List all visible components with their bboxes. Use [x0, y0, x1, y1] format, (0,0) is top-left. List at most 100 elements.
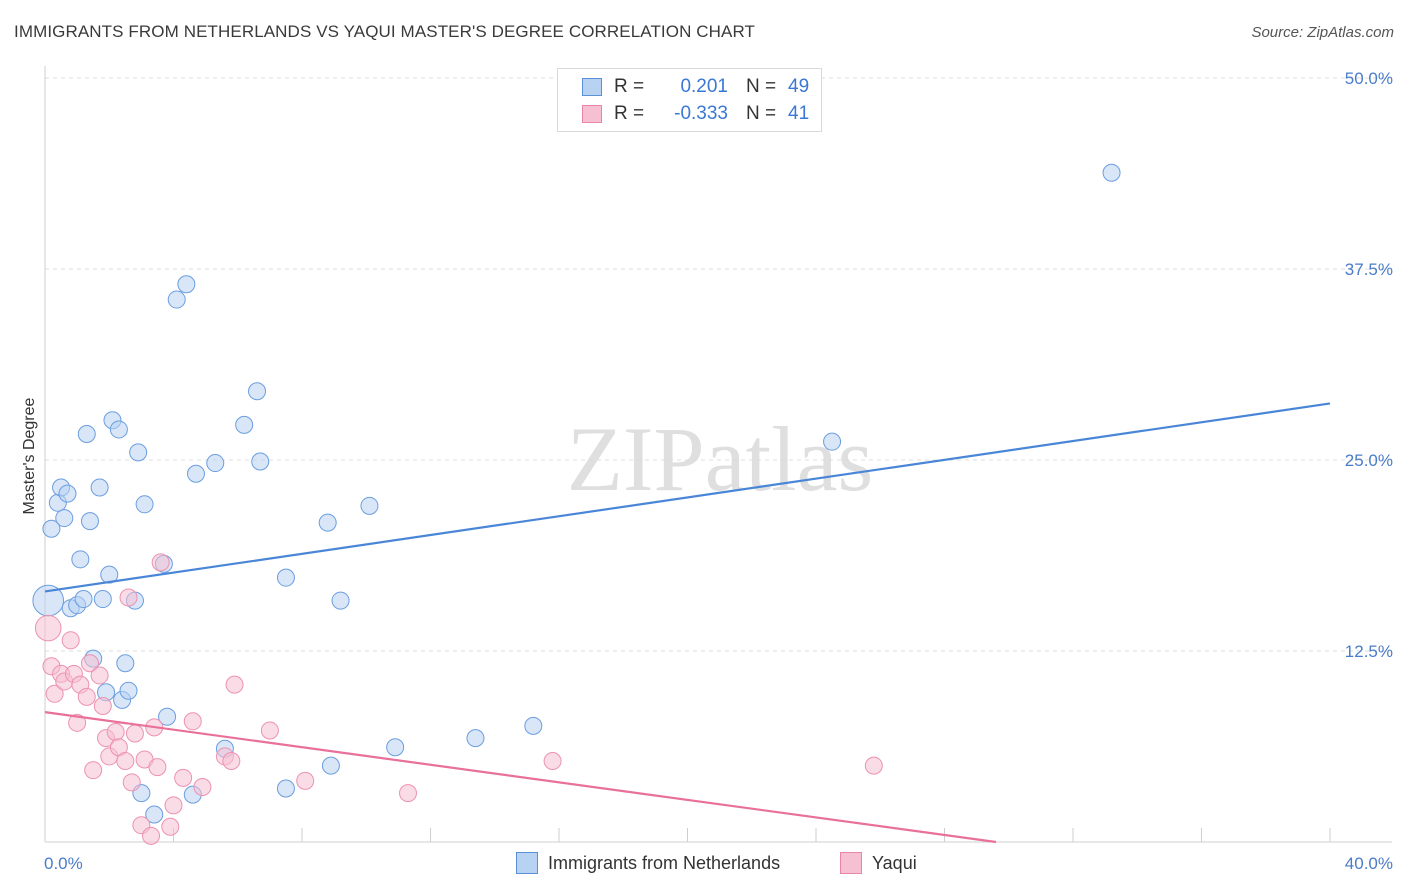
x-tick-label: 40.0% [1345, 854, 1393, 873]
point-netherlands [93, 590, 112, 609]
point-netherlands [80, 512, 99, 531]
point-yaqui [125, 724, 144, 743]
point-yaqui [543, 752, 562, 771]
point-yaqui [61, 631, 80, 650]
point-yaqui [34, 614, 62, 642]
point-netherlands [145, 805, 164, 824]
legend-r-label: R = [614, 103, 645, 124]
point-yaqui [80, 654, 99, 673]
watermark: ZIPatlas [567, 408, 874, 510]
point-netherlands [466, 729, 485, 748]
bottom-legend-pink: Yaqui [840, 852, 917, 874]
point-yaqui [399, 784, 418, 803]
point-netherlands [823, 432, 842, 451]
point-yaqui [142, 826, 161, 845]
x-tick-label: 0.0% [44, 854, 83, 873]
point-yaqui [864, 756, 883, 775]
series-immigrants-from-netherlands [32, 163, 1121, 824]
point-netherlands [1102, 163, 1121, 182]
y-tick-label: 25.0% [1345, 451, 1393, 470]
point-yaqui [116, 752, 135, 771]
point-yaqui [164, 796, 183, 815]
series-yaqui [34, 553, 883, 845]
point-netherlands [116, 654, 135, 673]
point-netherlands [58, 484, 77, 503]
legend-n-value: 41 [788, 103, 810, 124]
y-tick-label: 50.0% [1345, 69, 1393, 88]
point-yaqui [174, 768, 193, 787]
point-netherlands [276, 568, 295, 587]
bottom-legend-swatch-pink [840, 852, 862, 874]
legend-row-pink: R = -0.333 N = 41 [582, 101, 809, 127]
point-netherlands [55, 509, 74, 528]
point-netherlands [235, 415, 254, 434]
legend-row-blue: R = 0.201 N = 49 [582, 74, 809, 100]
point-yaqui [161, 817, 180, 836]
trend-lines [44, 402, 1331, 844]
point-netherlands [90, 478, 109, 497]
trend-line-yaqui [44, 711, 997, 844]
legend-n-label: N = [746, 76, 777, 97]
point-netherlands [360, 496, 379, 515]
y-tick-label: 12.5% [1345, 642, 1393, 661]
point-netherlands [158, 707, 177, 726]
point-yaqui [119, 588, 138, 607]
point-netherlands [186, 464, 205, 483]
legend-r-value: -0.333 [674, 103, 728, 124]
bottom-legend-label: Yaqui [872, 852, 917, 873]
point-netherlands [77, 425, 96, 444]
point-netherlands [42, 519, 61, 538]
axis-labels: 12.5% 25.0% 37.5% 50.0% 0.0% 40.0% Master's De… [21, 69, 1393, 873]
point-netherlands [276, 779, 295, 798]
point-yaqui [90, 666, 109, 685]
point-yaqui [106, 722, 125, 741]
legend-swatch-blue [582, 78, 602, 96]
y-tick-label: 37.5% [1345, 260, 1393, 279]
legend-n-label: N = [746, 103, 777, 124]
point-yaqui [151, 553, 170, 572]
y-axis-label: Master's Degree [21, 397, 38, 514]
bottom-legend-label: Immigrants from Netherlands [548, 852, 781, 873]
point-yaqui [222, 752, 241, 771]
source-label: Source: ZipAtlas.com [1251, 24, 1394, 41]
point-netherlands [177, 275, 196, 294]
point-netherlands [251, 452, 270, 471]
point-netherlands [524, 716, 543, 735]
point-netherlands [129, 443, 148, 462]
point-yaqui [193, 777, 212, 796]
point-yaqui [77, 687, 96, 706]
point-netherlands [119, 681, 138, 700]
point-netherlands [135, 495, 154, 514]
point-netherlands [248, 382, 267, 401]
gridlines [45, 77, 1392, 652]
point-netherlands [109, 420, 128, 439]
point-netherlands [321, 756, 340, 775]
legend-swatch-pink [582, 105, 602, 123]
legend-r-label: R = [614, 76, 645, 97]
point-yaqui [260, 721, 279, 740]
point-netherlands [71, 550, 90, 569]
point-yaqui [122, 773, 141, 792]
point-yaqui [68, 713, 87, 732]
point-netherlands [167, 290, 186, 309]
point-netherlands [74, 590, 93, 609]
bottom-legend-swatch-blue [516, 852, 538, 874]
point-yaqui [183, 712, 202, 731]
point-yaqui [225, 675, 244, 694]
point-yaqui [45, 684, 64, 703]
point-yaqui [93, 697, 112, 716]
legend-r-value: 0.201 [680, 76, 728, 97]
bottom-legend-blue: Immigrants from Netherlands [516, 852, 780, 874]
point-netherlands [206, 454, 225, 473]
point-yaqui [84, 761, 103, 780]
point-yaqui [148, 758, 167, 777]
point-netherlands [318, 513, 337, 532]
point-yaqui [296, 771, 315, 790]
chart-title: IMMIGRANTS FROM NETHERLANDS VS YAQUI MAS… [14, 22, 756, 41]
trend-line-netherlands [44, 402, 1331, 593]
point-netherlands [386, 738, 405, 757]
point-netherlands [331, 591, 350, 610]
legend-n-value: 49 [788, 76, 810, 97]
legend: R = 0.201 N = 49 R = -0.333 N = 41 [557, 68, 822, 132]
